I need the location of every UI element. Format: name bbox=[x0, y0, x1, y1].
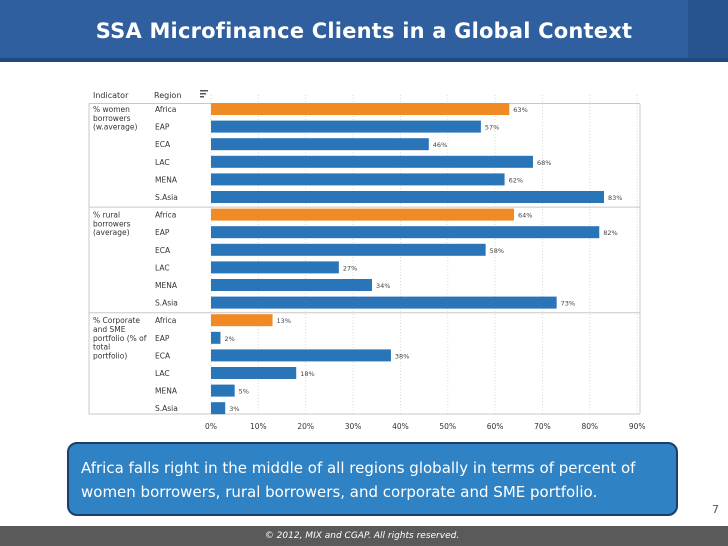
bar bbox=[211, 314, 273, 327]
data-label: 83% bbox=[608, 194, 622, 202]
tick-label: 10% bbox=[250, 422, 267, 431]
indicator-label: and SME bbox=[93, 325, 126, 334]
bar bbox=[211, 243, 486, 256]
data-label: 38% bbox=[395, 352, 409, 360]
bar bbox=[211, 173, 505, 186]
data-label: 46% bbox=[433, 141, 447, 149]
region-label: S.Asia bbox=[155, 404, 178, 413]
bar bbox=[211, 331, 221, 344]
title-bar: SSA Microfinance Clients in a Global Con… bbox=[0, 0, 728, 62]
region-label: LAC bbox=[155, 369, 170, 378]
bar bbox=[211, 296, 557, 309]
indicator-label: % rural bbox=[93, 211, 120, 220]
region-label: ECA bbox=[155, 140, 171, 149]
tick-label: 0% bbox=[205, 422, 217, 431]
region-label: ECA bbox=[155, 351, 171, 360]
tick-label: 60% bbox=[487, 422, 504, 431]
region-label: Africa bbox=[155, 105, 176, 114]
indicator-label: (average) bbox=[93, 228, 130, 237]
region-label: EAP bbox=[155, 334, 170, 343]
region-label: EAP bbox=[155, 228, 170, 237]
region-label: S.Asia bbox=[155, 299, 178, 308]
sort-icon bbox=[200, 90, 208, 92]
data-label: 2% bbox=[224, 335, 234, 343]
tick-label: 20% bbox=[297, 422, 314, 431]
data-label: 58% bbox=[490, 247, 504, 255]
indicator-label: portfolio) bbox=[93, 351, 127, 360]
bar bbox=[211, 402, 226, 415]
tick-label: 40% bbox=[392, 422, 409, 431]
slide-title: SSA Microfinance Clients in a Global Con… bbox=[95, 19, 633, 43]
bar bbox=[211, 384, 235, 397]
data-label: 34% bbox=[376, 282, 390, 290]
region-label: ECA bbox=[155, 246, 171, 255]
data-label: 82% bbox=[603, 229, 617, 237]
region-label: MENA bbox=[155, 281, 178, 290]
data-label: 3% bbox=[229, 405, 239, 413]
data-label: 13% bbox=[277, 317, 291, 325]
region-label: Africa bbox=[155, 211, 176, 220]
region-label: Africa bbox=[155, 316, 176, 325]
bar bbox=[211, 138, 429, 151]
page-number: 7 bbox=[712, 503, 719, 516]
data-label: 18% bbox=[300, 370, 314, 378]
data-label: 62% bbox=[509, 176, 523, 184]
bar bbox=[211, 120, 481, 133]
sort-icon bbox=[200, 96, 204, 98]
callout-box: Africa falls right in the middle of all … bbox=[67, 442, 678, 516]
indicator-label: borrowers bbox=[93, 114, 131, 123]
title-bar-stripe bbox=[0, 58, 728, 62]
region-label: S.Asia bbox=[155, 193, 178, 202]
bar bbox=[211, 261, 339, 274]
footer: © 2012, MIX and CGAP. All rights reserve… bbox=[0, 526, 728, 546]
data-label: 64% bbox=[518, 212, 532, 220]
data-label: 57% bbox=[485, 124, 499, 132]
bar bbox=[211, 103, 510, 115]
tick-label: 90% bbox=[629, 422, 646, 431]
indicator-label: % women bbox=[93, 105, 130, 114]
bar bbox=[211, 279, 372, 291]
tick-label: 70% bbox=[534, 422, 551, 431]
title-bar-edge bbox=[688, 0, 728, 62]
data-label: 68% bbox=[537, 159, 551, 167]
header-region: Region bbox=[154, 91, 181, 100]
tick-label: 80% bbox=[581, 422, 598, 431]
sort-icon bbox=[200, 93, 206, 95]
footer-copyright: © 2012, MIX and CGAP. All rights reserve… bbox=[264, 531, 460, 541]
bar bbox=[211, 191, 605, 203]
indicator-label: borrowers bbox=[93, 219, 131, 228]
region-label: LAC bbox=[155, 158, 170, 167]
tick-label: 30% bbox=[345, 422, 362, 431]
region-label: MENA bbox=[155, 387, 178, 396]
region-label: LAC bbox=[155, 263, 170, 272]
bar bbox=[211, 349, 391, 362]
region-label: MENA bbox=[155, 175, 178, 184]
indicator-label: portfolio (% of bbox=[93, 334, 147, 343]
bar bbox=[211, 226, 600, 239]
bar bbox=[211, 367, 297, 379]
data-label: 73% bbox=[561, 300, 575, 308]
data-label: 63% bbox=[513, 106, 527, 114]
tick-label: 50% bbox=[439, 422, 456, 431]
indicator-label: (w.average) bbox=[93, 123, 137, 132]
region-label: EAP bbox=[155, 123, 170, 132]
header-indicator: Indicator bbox=[93, 91, 129, 100]
data-label: 27% bbox=[343, 264, 357, 272]
bar bbox=[211, 208, 515, 221]
indicator-label: % Corporate bbox=[93, 316, 140, 325]
indicator-label: total bbox=[93, 343, 110, 352]
data-label: 5% bbox=[239, 388, 249, 396]
bar bbox=[211, 155, 533, 168]
